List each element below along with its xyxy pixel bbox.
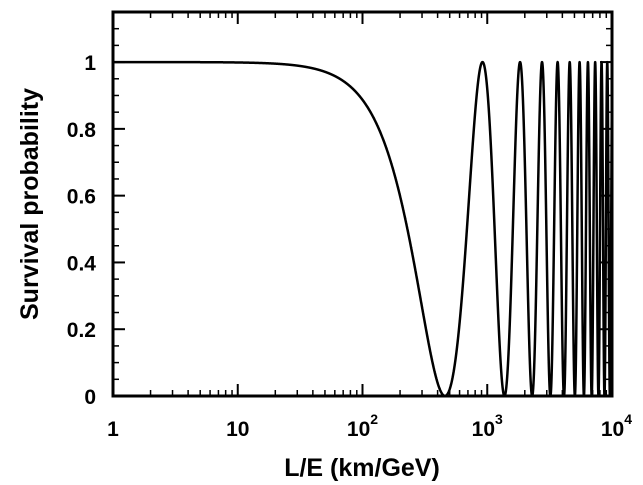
plot-frame [111, 10, 614, 398]
y-tick-label: 0 [84, 386, 96, 409]
y-tick-labels: 0 0.2 0.4 0.6 0.8 1 [67, 52, 97, 409]
x-tick-label: 103 [472, 411, 503, 441]
y-tick-label: 0.6 [67, 186, 96, 209]
y-tick-label: 0.8 [67, 119, 97, 142]
x-axis-title: L/E (km/GeV) [284, 454, 440, 482]
y-tick-label: 1 [84, 52, 96, 75]
x-tick-label: 10 [226, 418, 249, 441]
x-tick-label: 1 [107, 418, 119, 441]
y-tick-label: 0.2 [67, 319, 96, 342]
y-tick-label: 0.4 [67, 252, 97, 275]
x-tick-label: 104 [601, 411, 632, 441]
x-tick-label: 102 [347, 411, 378, 441]
y-axis-title: Survival probability [16, 88, 44, 320]
x-tick-labels: 1 10 102 103 104 [107, 411, 632, 441]
plot-area [111, 60, 614, 398]
survival-curve [111, 60, 614, 398]
